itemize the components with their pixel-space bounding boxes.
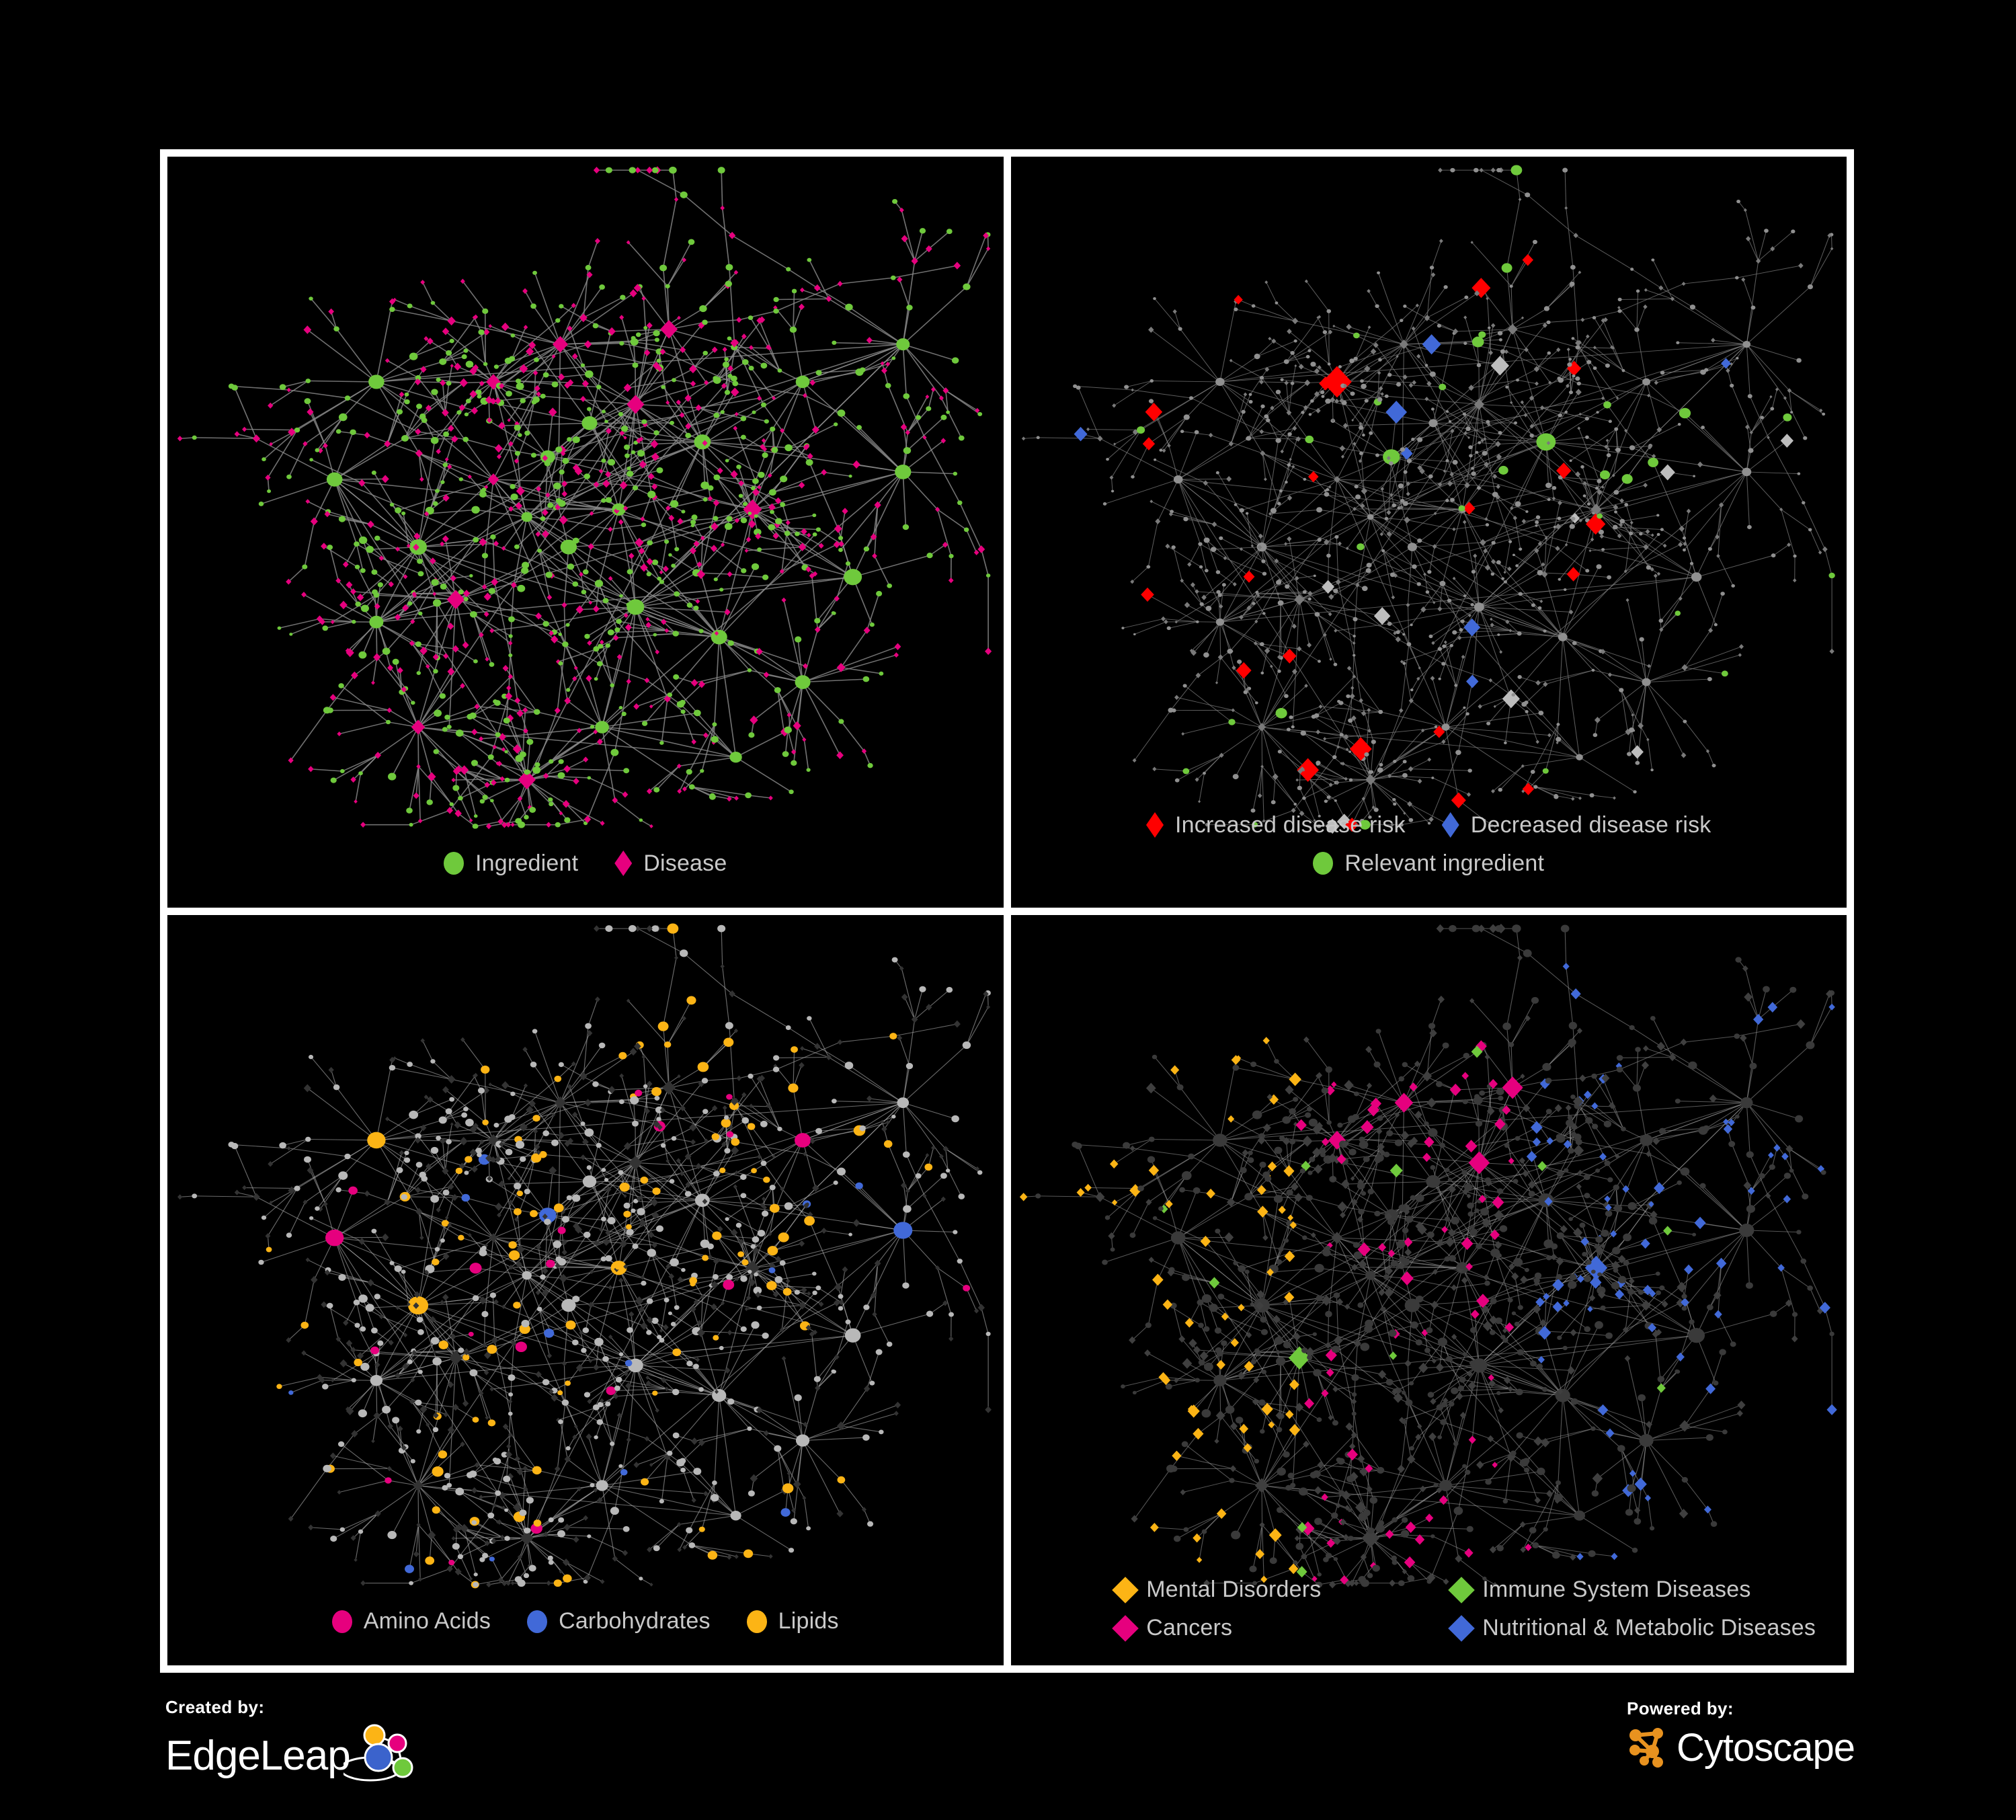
legend-item-lipids: Lipids xyxy=(746,1608,839,1634)
legend-marker-decreased-risk xyxy=(1441,812,1459,838)
panel-ingredient-disease-network: Ingredient Disease xyxy=(167,157,1004,908)
legend-item-amino-acids: Amino Acids xyxy=(331,1608,491,1634)
network-canvas-nutrient-class xyxy=(167,915,1004,1666)
legend-nutrient-class: Amino Acids Carbohydrates Lipids xyxy=(167,1608,1004,1634)
legend-marker-amino-acids xyxy=(331,1610,352,1633)
network-canvas-disease-class xyxy=(1011,915,1847,1666)
legend-label-decreased-risk: Decreased disease risk xyxy=(1470,812,1711,838)
legend-item-increased-risk: Increased disease risk xyxy=(1146,812,1406,838)
legend-label-mental-disorders: Mental Disorders xyxy=(1146,1577,1322,1602)
legend-item-cancers: Cancers xyxy=(1112,1614,1405,1642)
cytoscape-network-icon xyxy=(1624,1722,1672,1774)
cytoscape-logo-row: Cytoscape xyxy=(1624,1722,1855,1774)
panel-disease-risk-network: Increased disease risk Decreased disease… xyxy=(1010,157,1847,908)
powered-by-kicker: Powered by: xyxy=(1626,1698,1734,1718)
legend-label-disease: Disease xyxy=(643,850,727,876)
legend-marker-cancers xyxy=(1112,1614,1139,1642)
legend-marker-increased-risk xyxy=(1146,812,1164,838)
powered-by-cytoscape: Powered by: xyxy=(1624,1698,1855,1774)
legend-item-decreased-risk: Decreased disease risk xyxy=(1441,812,1711,838)
edgeleap-network-icon xyxy=(339,1720,424,1791)
edgeleap-wordmark: EdgeLeap xyxy=(165,1732,351,1779)
legend-marker-mental-disorders xyxy=(1112,1576,1139,1604)
legend-label-carbohydrates: Carbohydrates xyxy=(559,1608,711,1634)
network-figure-grid: Ingredient Disease Increased disease ris… xyxy=(160,149,1854,1673)
panel-disease-class-network: Mental Disorders Immune System Diseases … xyxy=(1010,914,1847,1666)
panel-nutrient-class-network: Amino Acids Carbohydrates Lipids xyxy=(167,914,1004,1666)
legend-label-ingredient: Ingredient xyxy=(475,850,579,876)
legend-label-relevant-ingredient: Relevant ingredient xyxy=(1344,850,1545,876)
legend-label-metabolic-diseases: Nutritional & Metabolic Diseases xyxy=(1482,1615,1816,1640)
legend-marker-lipids xyxy=(746,1610,767,1633)
legend-ingredient-disease: Ingredient Disease xyxy=(167,850,1004,877)
legend-marker-relevant-ingredient xyxy=(1313,852,1334,875)
network-canvas-ingredient-disease xyxy=(167,157,1004,908)
cytoscape-wordmark: Cytoscape xyxy=(1676,1725,1855,1770)
legend-item-metabolic-diseases: Nutritional & Metabolic Diseases xyxy=(1448,1614,1816,1642)
legend-item-ingredient: Ingredient xyxy=(444,850,578,877)
figure-footer: Created by: EdgeLeap Powered by xyxy=(0,1681,2016,1815)
legend-disease-class: Mental Disorders Immune System Diseases … xyxy=(1011,1576,1847,1642)
created-by-edgeleap: Created by: EdgeLeap xyxy=(165,1697,424,1791)
legend-marker-carbohydrates xyxy=(527,1610,548,1633)
legend-item-immune-system-diseases: Immune System Diseases xyxy=(1448,1576,1750,1604)
legend-item-mental-disorders: Mental Disorders xyxy=(1112,1576,1405,1604)
legend-label-cancers: Cancers xyxy=(1146,1615,1233,1640)
legend-marker-ingredient xyxy=(444,852,464,875)
legend-item-carbohydrates: Carbohydrates xyxy=(527,1608,711,1634)
legend-label-amino-acids: Amino Acids xyxy=(363,1608,491,1634)
legend-marker-disease xyxy=(614,850,633,876)
legend-label-increased-risk: Increased disease risk xyxy=(1175,812,1406,838)
legend-marker-metabolic-diseases xyxy=(1448,1614,1476,1642)
legend-item-relevant-ingredient: Relevant ingredient xyxy=(1313,850,1544,877)
legend-item-disease: Disease xyxy=(614,850,727,877)
legend-label-lipids: Lipids xyxy=(778,1608,839,1634)
legend-label-immune-system-diseases: Immune System Diseases xyxy=(1482,1577,1751,1602)
legend-marker-immune-system-diseases xyxy=(1448,1576,1476,1604)
edgeleap-logo-row: EdgeLeap xyxy=(165,1720,424,1791)
created-by-kicker: Created by: xyxy=(165,1697,265,1717)
legend-disease-risk: Increased disease risk Decreased disease… xyxy=(1011,812,1847,877)
network-canvas-disease-risk xyxy=(1011,157,1847,908)
